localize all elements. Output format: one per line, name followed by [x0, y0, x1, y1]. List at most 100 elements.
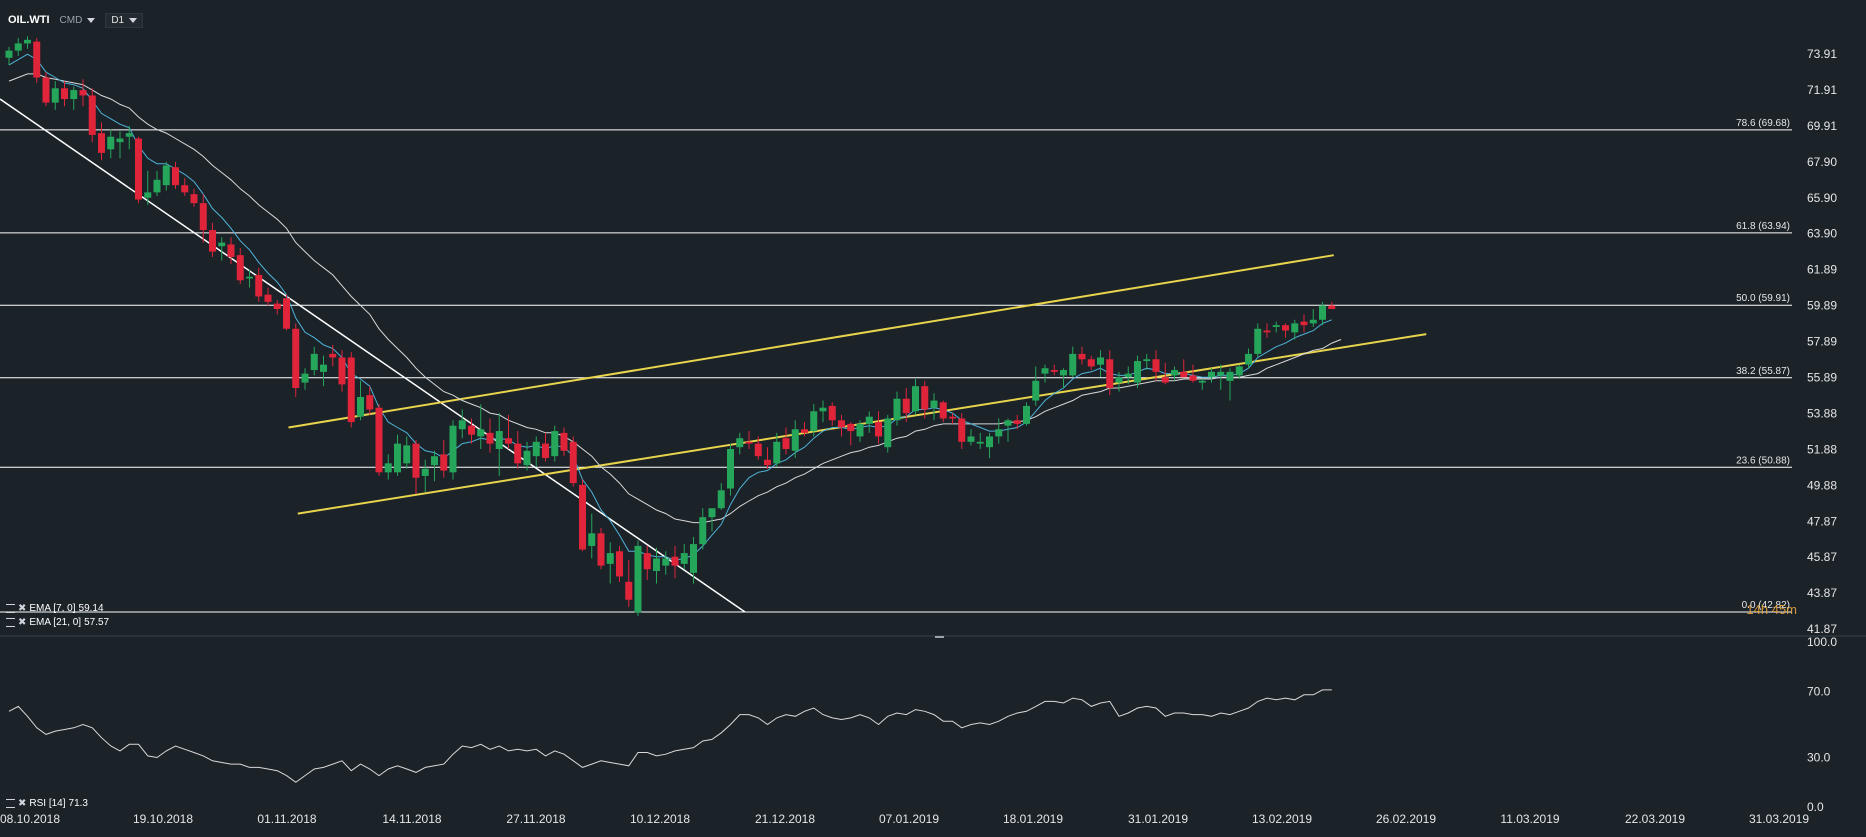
upper-channel-line — [288, 254, 1334, 429]
candle-body — [246, 276, 253, 279]
candle-body — [551, 431, 559, 457]
candle-body — [486, 432, 494, 444]
candle-body — [431, 456, 438, 466]
candle-body — [1282, 325, 1289, 331]
candle-body — [227, 244, 235, 257]
candle-body — [1300, 321, 1308, 326]
candle-body — [125, 133, 133, 137]
ema21-label: EMA [21, 0] — [29, 617, 82, 628]
candle-body — [782, 438, 790, 449]
indicator-settings-icon[interactable] — [6, 604, 15, 613]
candle-body — [1217, 371, 1225, 376]
symbol-label[interactable]: OIL.WTI — [8, 14, 50, 26]
candle-body — [70, 90, 78, 100]
close-icon[interactable]: ✖ — [18, 616, 27, 628]
candle-body — [107, 136, 115, 150]
candle-body — [532, 441, 540, 457]
candle-body — [1171, 370, 1178, 376]
candle-body — [1189, 375, 1197, 381]
candle-body — [199, 203, 207, 231]
instrument-type-dropdown[interactable]: CMD — [60, 15, 96, 26]
candle-body — [1023, 405, 1030, 424]
candle-body — [468, 425, 475, 435]
candle-body — [1180, 371, 1188, 378]
candle-body — [1115, 377, 1123, 383]
candle-body — [542, 443, 549, 458]
chevron-down-icon — [87, 17, 96, 23]
chart-toolbar: OIL.WTI CMD D1 — [8, 10, 144, 30]
ema21-series-line — [8, 73, 1342, 524]
candle-body — [283, 298, 290, 329]
close-icon[interactable]: ✖ — [18, 797, 27, 809]
candle-body — [736, 438, 744, 448]
candle-body — [98, 133, 105, 153]
candle-body — [88, 95, 96, 135]
candle-body — [1134, 361, 1141, 383]
candle-body — [754, 443, 762, 457]
x-tick-label: 21.12.2018 — [755, 812, 815, 826]
candle-body — [1032, 380, 1040, 401]
y-tick-label: 49.88 — [1807, 478, 1837, 492]
x-tick-label: 10.12.2018 — [630, 812, 690, 826]
candle-body — [1060, 370, 1067, 376]
instrument-type-label: CMD — [59, 14, 83, 26]
candle-body — [634, 545, 642, 613]
x-tick-label: 27.11.2018 — [506, 812, 565, 826]
y-tick-label: 65.90 — [1807, 191, 1837, 205]
timeframe-dropdown[interactable]: D1 — [105, 12, 144, 28]
candle-body — [1245, 353, 1252, 365]
candle-body — [42, 77, 50, 103]
fib-level-label: 61.8 (63.94) — [1736, 221, 1790, 232]
candle-body — [597, 533, 605, 566]
indicator-settings-icon[interactable] — [6, 799, 15, 808]
y-tick-label: 67.90 — [1807, 155, 1837, 169]
candle-body — [986, 436, 993, 448]
rsi-tick-label: 100.0 — [1807, 635, 1837, 649]
candle-body — [921, 386, 929, 410]
candle-body — [218, 242, 226, 247]
candle-body — [403, 445, 411, 464]
close-icon[interactable]: ✖ — [18, 602, 27, 614]
y-tick-label: 41.87 — [1807, 622, 1837, 636]
candle-body — [51, 88, 59, 103]
fib-level-label: 50.0 (59.91) — [1736, 293, 1790, 304]
x-tick-label: 14.11.2018 — [382, 812, 441, 826]
candle-body — [162, 165, 170, 186]
candle-body — [1041, 368, 1049, 374]
x-tick-label: 01.11.2018 — [257, 812, 316, 826]
candle-body — [801, 429, 808, 433]
ema7-legend[interactable]: ✖ EMA [7, 0] 59.14 — [6, 603, 104, 614]
candle-body — [347, 357, 355, 423]
x-tick-label: 19.10.2018 — [133, 812, 193, 826]
candle-body — [875, 422, 882, 437]
y-tick-label: 61.89 — [1807, 263, 1837, 277]
candle-body — [5, 50, 13, 58]
rsi-legend[interactable]: ✖ RSI [14] 71.3 — [6, 798, 88, 809]
candle-body — [292, 328, 300, 388]
candle-body — [1254, 328, 1262, 354]
candle-body — [384, 463, 392, 473]
candle-body — [477, 429, 485, 437]
candle-body — [273, 303, 281, 310]
candle-body — [116, 138, 124, 143]
x-tick-label: 08.10.2018 — [0, 812, 60, 826]
candle-body — [625, 581, 633, 600]
candle-body — [893, 398, 901, 421]
ema21-value: 57.57 — [84, 617, 110, 628]
y-tick-label: 73.91 — [1807, 47, 1837, 61]
y-tick-label: 45.87 — [1807, 550, 1837, 564]
candle-body — [1004, 420, 1012, 426]
candle-body — [1143, 359, 1151, 362]
fib-level-label: 78.6 (69.68) — [1736, 118, 1790, 129]
candle-body — [495, 431, 503, 449]
indicator-settings-icon[interactable] — [6, 618, 15, 627]
ema21-legend[interactable]: ✖ EMA [21, 0] 57.57 — [6, 617, 109, 628]
candle-body — [412, 443, 420, 478]
candle-body — [1069, 353, 1077, 376]
candle-body — [1087, 359, 1095, 367]
fib-level-label: 0.0 (42.82) — [1742, 600, 1790, 611]
candle-body — [680, 553, 688, 564]
candle-body — [523, 450, 531, 466]
y-tick-label: 53.88 — [1807, 406, 1837, 420]
